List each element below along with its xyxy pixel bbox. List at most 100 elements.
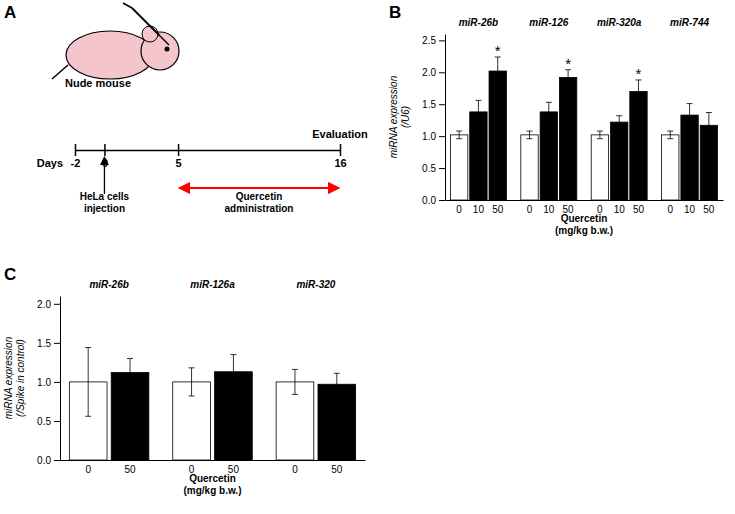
- tick-label: 50: [124, 464, 136, 475]
- error-bar: [497, 57, 498, 85]
- tick: 0.5: [422, 163, 445, 174]
- error-cap: [189, 367, 195, 368]
- error-bar: [568, 70, 569, 85]
- category-label: miR-26b: [459, 17, 498, 28]
- panel-label: C: [4, 265, 16, 284]
- annotation: *: [565, 55, 571, 72]
- annotation-line: Nude mouse: [65, 77, 131, 89]
- annotation-line: injection: [84, 203, 125, 214]
- error-bar: [478, 100, 479, 123]
- error-bar: [336, 373, 337, 395]
- error-cap: [230, 388, 236, 389]
- error-bar: [294, 369, 295, 394]
- tick-label: 50: [703, 204, 715, 215]
- plot: 0.00.51.01.52.0000505050miR-26bmiR-126am…: [3, 279, 366, 496]
- y-axis: 0.00.51.01.52.0: [37, 297, 60, 466]
- tick-label: 1.0: [37, 377, 51, 388]
- bars: [69, 348, 355, 460]
- bar: [489, 71, 506, 200]
- annotation: HeLa cellsinjection: [80, 191, 130, 214]
- tick-mark: [54, 460, 60, 461]
- tick-label: 2.0: [422, 67, 436, 78]
- bar: [611, 122, 628, 200]
- tick-label: 1.5: [422, 99, 436, 110]
- error-bar: [689, 104, 690, 127]
- y-axis: 0.0 0.5 1.0 1.5 2.0 2.5: [422, 35, 445, 206]
- error-cap: [616, 115, 622, 116]
- axis-label-line: (/U6): [400, 106, 411, 128]
- error-cap: [127, 358, 133, 359]
- error-cap: [292, 394, 298, 395]
- tick-mark: [439, 168, 445, 169]
- annotation: *: [636, 65, 642, 82]
- error-cap: [706, 138, 712, 139]
- axis-line: [446, 200, 724, 201]
- error-cap: [456, 131, 462, 132]
- error-cap: [527, 131, 533, 132]
- annotation: *: [495, 42, 501, 59]
- axis-label-line: (mg/kg b.w.): [184, 485, 242, 496]
- error-cap: [292, 369, 298, 370]
- error-cap: [706, 112, 712, 113]
- tick: 1.5: [422, 99, 445, 110]
- tick-label: 0.0: [422, 195, 436, 206]
- bar: [630, 91, 647, 200]
- tick: 1.0: [422, 131, 445, 142]
- mouse-illustration: [52, 3, 179, 79]
- tick-mark: [439, 104, 445, 105]
- error-cap: [687, 103, 693, 104]
- syringe-plunger: [123, 3, 132, 8]
- bar: [591, 135, 608, 200]
- tick-mark: [54, 421, 60, 422]
- tick-label: 0.0: [37, 455, 51, 466]
- error-cap: [597, 131, 603, 132]
- mouse-ear: [142, 26, 158, 42]
- error-bar: [88, 348, 89, 417]
- panel: B0.00.51.01.52.02.500001010101050505050m…: [388, 3, 724, 236]
- plot: 0.00.51.01.52.02.500001010101050505050mi…: [388, 17, 724, 236]
- error-cap: [546, 102, 552, 103]
- tick: 0.0: [422, 195, 445, 206]
- timeline-axis: -20516: [71, 144, 347, 169]
- error-cap: [616, 128, 622, 129]
- tick-label: 10: [614, 204, 626, 215]
- category-label: miR-320: [296, 279, 335, 290]
- tick-label: 1.0: [422, 131, 436, 142]
- bar: [470, 112, 487, 200]
- tick: 2.0: [37, 299, 60, 310]
- error-cap: [527, 138, 533, 139]
- annotation: Evaluation: [312, 128, 368, 140]
- bar: [450, 135, 467, 200]
- error-bar: [529, 131, 530, 139]
- error-bar: [233, 355, 234, 389]
- error-bar: [599, 131, 600, 139]
- x-axis: [446, 200, 724, 201]
- bar: [662, 135, 679, 200]
- syringe-needle: [160, 36, 169, 45]
- axis-label: miRNA expression(/Spike in control): [3, 336, 26, 419]
- tick: 1.5: [37, 338, 60, 349]
- tick: 1.0: [37, 377, 60, 388]
- tick: 0.0: [37, 455, 60, 466]
- tick-label: 2.5: [422, 35, 436, 46]
- axis-label-line: (/Spike in control): [15, 339, 26, 417]
- tick-label: 5: [175, 157, 181, 169]
- bar: [521, 135, 538, 200]
- axis-label: miRNA expression(/U6): [388, 75, 411, 158]
- error-cap: [85, 347, 91, 348]
- tick-mark: [439, 40, 445, 41]
- panel: A-20516DaysNude mouseHeLa cellsinjection…: [4, 3, 368, 214]
- error-cap: [597, 138, 603, 139]
- syringe: [132, 8, 160, 36]
- annotation: Quercetinadministration: [225, 191, 294, 214]
- annotation-line: HeLa cells: [80, 191, 130, 202]
- axis-label-line: miRNA expression: [388, 75, 399, 158]
- annotation-line: Quercetin: [236, 191, 283, 202]
- bar: [318, 384, 356, 460]
- mouse-eye: [165, 47, 170, 52]
- tick-label: -2: [71, 157, 81, 169]
- panel-label: B: [389, 3, 401, 22]
- tick: 16: [334, 144, 346, 169]
- tick-mark: [340, 144, 342, 156]
- figure: A-20516DaysNude mouseHeLa cellsinjection…: [0, 0, 735, 514]
